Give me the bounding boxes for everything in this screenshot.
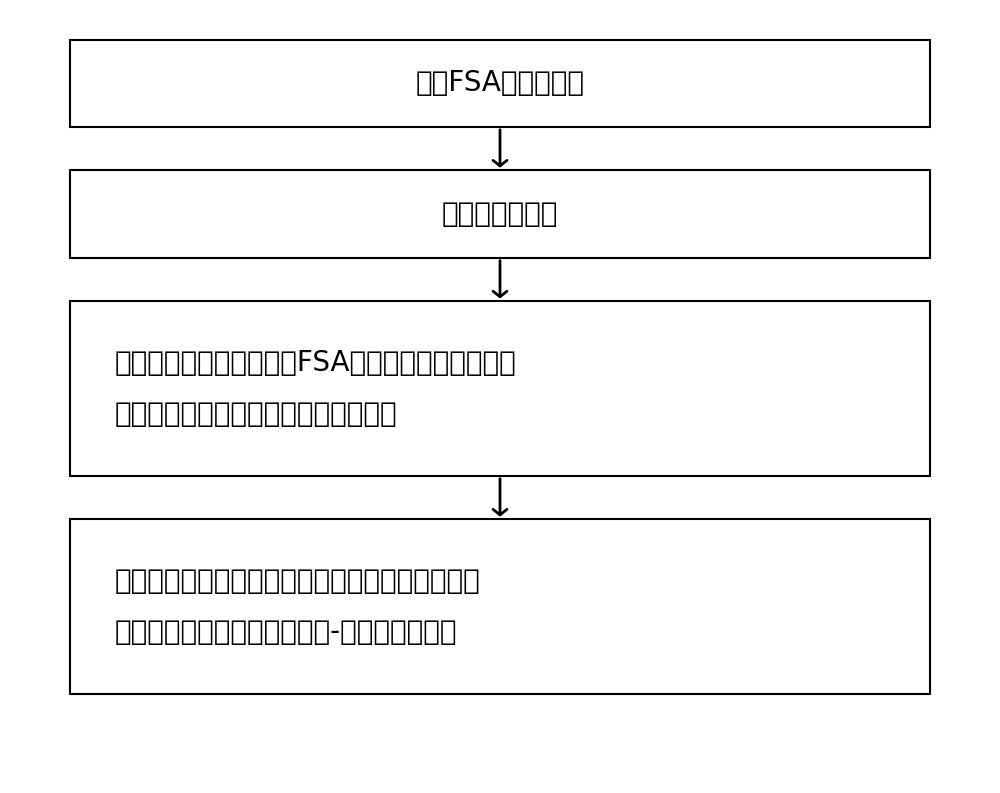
Text: 适应降维处理得到降维后的数据矢量；: 适应降维处理得到降维后的数据矢量；: [115, 400, 398, 428]
Bar: [70, 170, 930, 258]
Text: 根据所述特征空间对所述FSA数据矢量进行波束域自: 根据所述特征空间对所述FSA数据矢量进行波束域自: [115, 349, 517, 377]
Text: 获取FSA数据矢量；: 获取FSA数据矢量；: [416, 69, 584, 98]
Bar: [70, 40, 930, 127]
Bar: [70, 301, 930, 476]
Text: 波处理得到杂波抑制后的距离-多普勒域数据。: 波处理得到杂波抑制后的距离-多普勒域数据。: [115, 619, 458, 646]
Bar: [70, 519, 930, 694]
Text: 获取特征空间；: 获取特征空间；: [442, 200, 558, 228]
Text: 对所述降维后的数据矢量进行杂波抑制和自适应滤: 对所述降维后的数据矢量进行杂波抑制和自适应滤: [115, 567, 481, 595]
